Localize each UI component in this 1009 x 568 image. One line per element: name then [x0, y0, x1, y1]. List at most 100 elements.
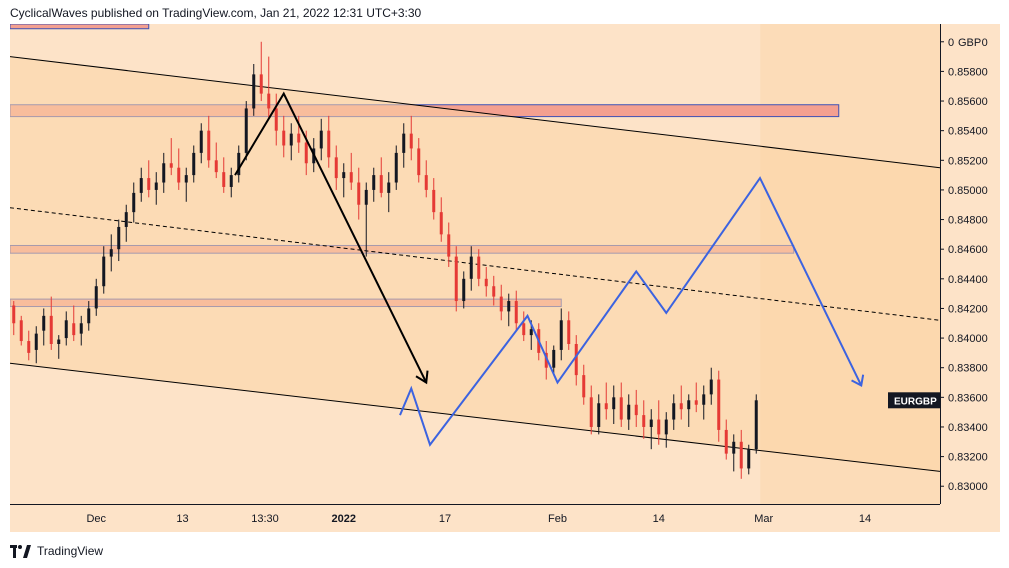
candle-body — [34, 333, 38, 350]
price-chart[interactable]: 0.83000 0.83200 0.83400 0.83600 0.83800 0.840… — [10, 24, 1000, 532]
price-tick-label: 0.85400 — [948, 126, 988, 138]
candle — [687, 394, 691, 427]
candle-body — [634, 404, 638, 416]
candle-body — [739, 441, 743, 469]
candle-body — [162, 163, 166, 183]
price-tick-label: 0.83600 — [948, 392, 988, 404]
candle — [199, 123, 203, 164]
candle-body — [252, 74, 256, 109]
price-tick-label: 0.85800 — [948, 66, 988, 78]
candle — [319, 118, 323, 161]
candle-body — [582, 375, 586, 398]
candle-body — [72, 323, 76, 336]
candle-body — [274, 108, 278, 131]
candle — [222, 157, 226, 193]
price-tick-label: 0.83800 — [948, 363, 988, 375]
forecast-arrow-head — [415, 370, 429, 385]
candle-body — [462, 278, 466, 302]
candle — [664, 412, 668, 448]
channel-lower-line — [10, 362, 941, 472]
candle-body — [432, 189, 436, 213]
candle-body — [717, 379, 721, 430]
candle-body — [147, 178, 151, 190]
candle — [477, 249, 481, 287]
candle-body — [499, 296, 503, 312]
candle-body — [214, 160, 218, 173]
candle-body — [117, 226, 121, 250]
candle-body — [597, 403, 601, 427]
candle — [544, 341, 548, 380]
price-tick-label: 0.84600 — [948, 244, 988, 256]
candle — [12, 301, 16, 336]
currency-label-bg — [954, 34, 982, 50]
candle-body — [79, 323, 83, 334]
candle — [649, 409, 653, 450]
candle-body — [709, 379, 713, 395]
candle — [454, 246, 458, 312]
candle-body — [627, 404, 631, 420]
candle-body — [364, 189, 368, 205]
candle-body — [484, 278, 488, 287]
candle-body — [687, 400, 691, 410]
candle-body — [672, 403, 676, 420]
candle-body — [229, 175, 233, 187]
candle — [747, 444, 751, 475]
candle-body — [334, 157, 338, 179]
candle — [612, 385, 616, 424]
last-price-label: EURGBP — [894, 396, 937, 407]
candle-body — [552, 349, 556, 368]
candle-body — [49, 315, 53, 344]
chart-canvas[interactable]: 0.83000 0.83200 0.83400 0.83600 0.83800 0.840… — [10, 24, 1000, 532]
candle — [394, 145, 398, 190]
candle — [559, 308, 563, 361]
candle — [492, 275, 496, 306]
last-price-label-bg — [888, 392, 940, 409]
candle — [87, 301, 91, 331]
candle-body — [417, 148, 421, 176]
candle — [79, 315, 83, 346]
candle — [724, 419, 728, 460]
candle-body — [522, 323, 526, 336]
channel-mid-line — [10, 207, 941, 321]
tradingview-brand: TradingView — [37, 544, 104, 558]
candle — [94, 278, 98, 316]
candle-body — [754, 400, 758, 450]
candle-body — [447, 234, 451, 257]
channel-upper-line — [10, 56, 941, 169]
candle — [589, 385, 593, 435]
candle-body — [387, 182, 391, 193]
projection-arrow-head — [851, 374, 865, 388]
candle-body — [109, 249, 113, 257]
candle — [484, 266, 488, 297]
time-tick-label: Mar — [754, 513, 773, 525]
candle — [522, 311, 526, 342]
forecast-arrow-line — [234, 91, 428, 383]
candle-body — [237, 152, 241, 176]
candle — [672, 394, 676, 430]
candle — [184, 167, 188, 202]
candle — [739, 429, 743, 479]
price-tick-label: 0.84000 — [948, 333, 988, 345]
candle — [177, 148, 181, 190]
time-tick-label: 13 — [176, 513, 188, 525]
candle-body — [87, 308, 91, 324]
candle — [139, 167, 143, 202]
candle — [604, 382, 608, 420]
candle — [619, 382, 623, 427]
candle-body — [424, 175, 428, 190]
candle-body — [154, 182, 158, 190]
time-tick-label: Dec — [86, 513, 106, 525]
candle — [409, 115, 413, 161]
candle — [469, 246, 473, 291]
candle-body — [664, 419, 668, 435]
candle-body — [477, 256, 481, 279]
candle — [147, 160, 151, 198]
candle-body — [642, 415, 646, 427]
candle-body — [357, 182, 361, 205]
candle-body — [267, 93, 271, 109]
candle — [72, 305, 76, 342]
candle-body — [297, 133, 301, 143]
candle — [402, 123, 406, 168]
candle-body — [514, 301, 518, 324]
candle-body — [289, 133, 293, 146]
